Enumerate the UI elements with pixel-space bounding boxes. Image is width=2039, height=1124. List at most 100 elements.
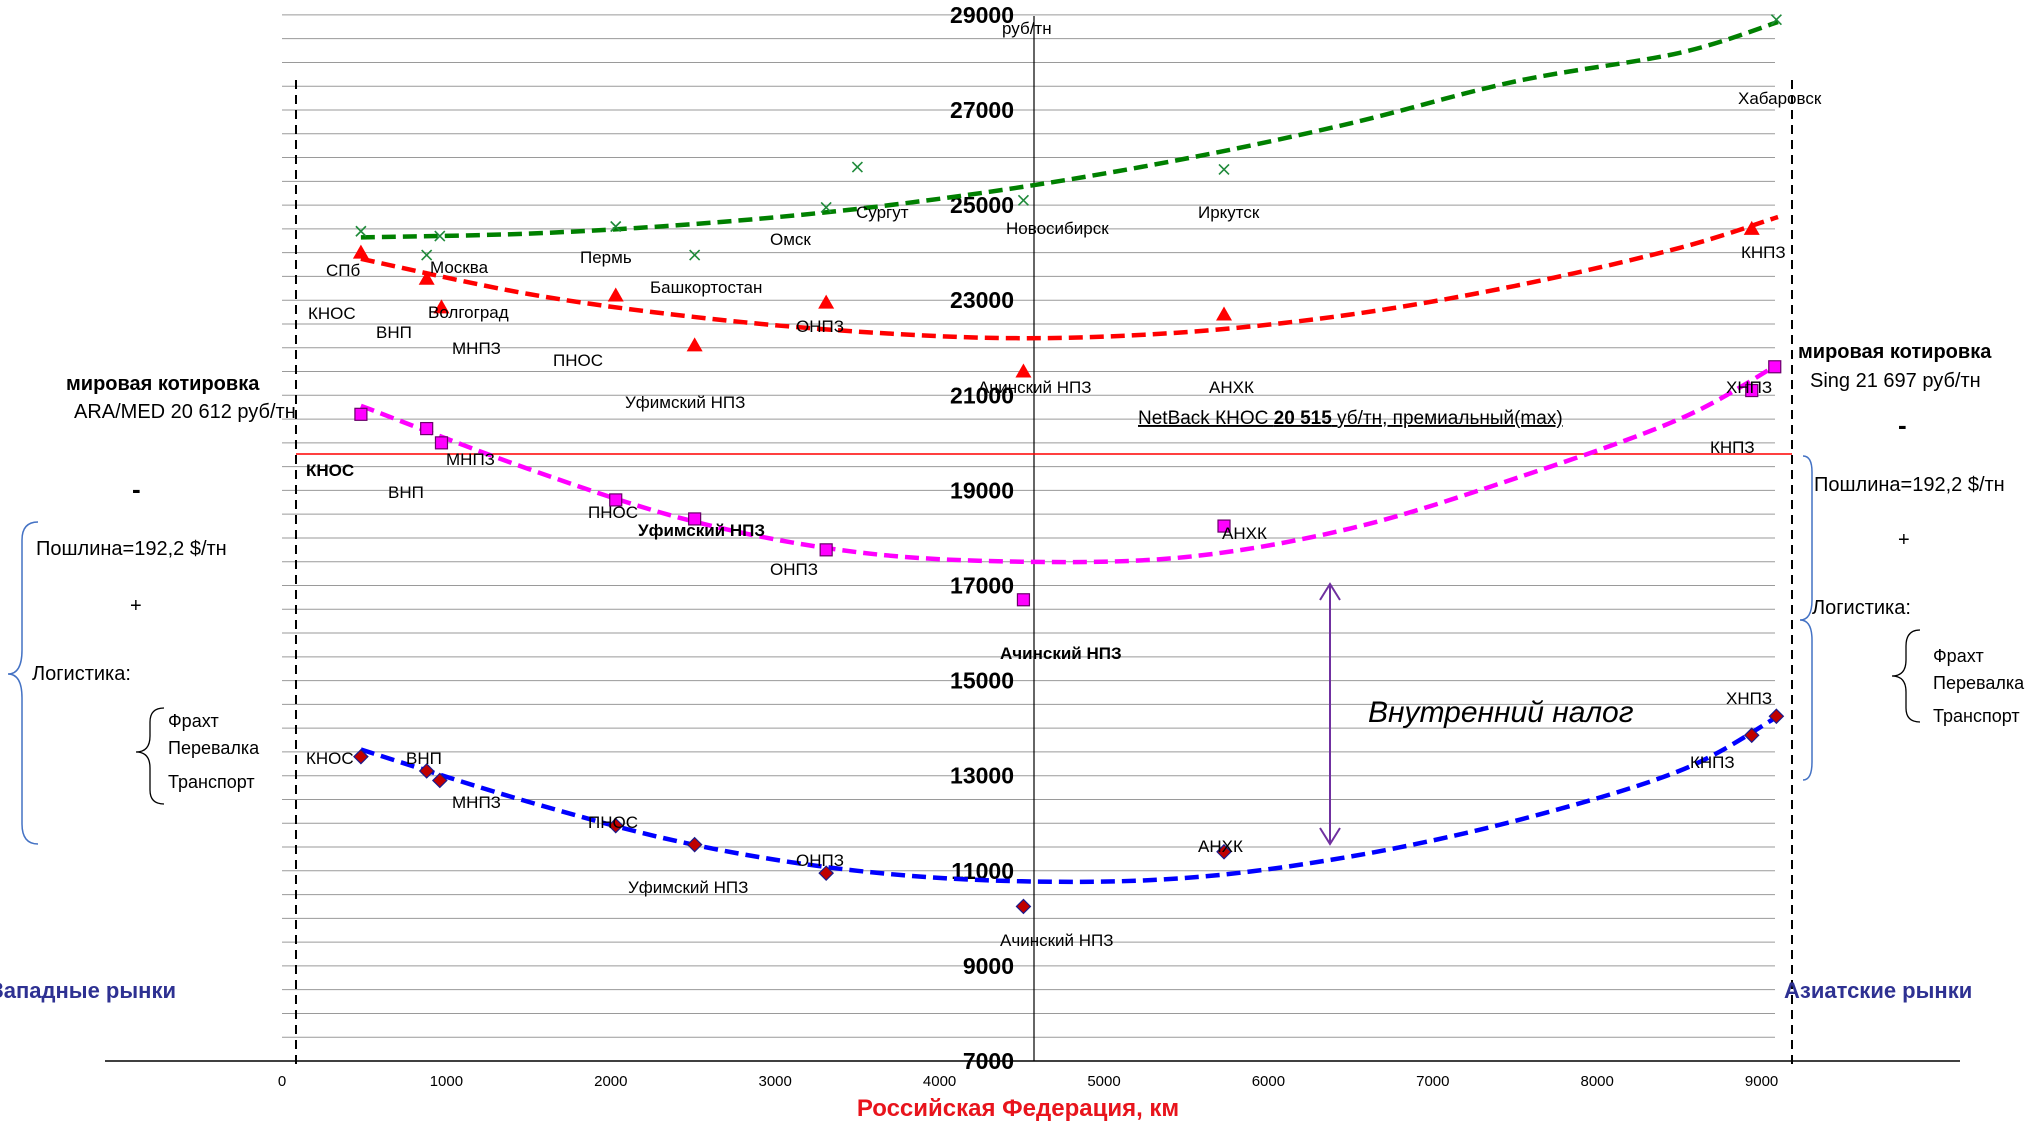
diamond-marker xyxy=(353,748,369,765)
point-label: КНПЗ xyxy=(1690,753,1735,772)
right-transport: Транспорт xyxy=(1933,706,2020,726)
y-tick-label: 17000 xyxy=(950,573,1014,599)
tax-arrow-head-top xyxy=(1319,582,1341,601)
x-marker-stroke xyxy=(1770,14,1782,26)
square-marker xyxy=(688,512,702,526)
x-marker xyxy=(1017,194,1030,206)
diamond-marker xyxy=(1015,898,1032,915)
x-tick-labels: 0 1000 2000 3000 4000 5000 6000 7000 8000 9000 xyxy=(278,1073,1778,1090)
left-transport: Транспорт xyxy=(168,772,255,792)
x-marker xyxy=(820,201,832,214)
point-label: ВНП xyxy=(406,749,442,768)
diamond-marker xyxy=(1768,708,1785,725)
point-label: АНХК xyxy=(1209,378,1254,397)
x-marker xyxy=(689,249,701,261)
left-transshipment: Перевалка xyxy=(168,738,260,758)
triangle-marker xyxy=(433,299,450,314)
left-logistics: Логистика: xyxy=(32,663,131,685)
point-label: АНХК xyxy=(1222,524,1267,543)
netback-label-value: 20 515 xyxy=(1274,408,1333,429)
right-freight: Фрахт xyxy=(1933,646,1984,666)
x-tick-label: 2000 xyxy=(594,1073,627,1090)
trend-line xyxy=(360,19,1779,240)
trend-line xyxy=(360,714,1780,885)
x-marker xyxy=(1218,163,1230,176)
y-unit-label: руб/тн xyxy=(1002,19,1052,38)
square-marker xyxy=(354,407,368,421)
point-label: Ачинский НПЗ xyxy=(1000,931,1114,950)
x-tick-label: 9000 xyxy=(1745,1073,1778,1090)
triangle-marker xyxy=(1015,363,1032,378)
east-annotation: мировая котировка Sing 21 697 руб/тн - П… xyxy=(1784,341,2025,1003)
data-markers xyxy=(352,14,1785,915)
netback-label: NetBack КНОС 20 515 уб/тн, премиальный(m… xyxy=(1138,408,1563,429)
x-tick-label: 8000 xyxy=(1581,1073,1614,1090)
point-label: КНОС xyxy=(306,461,354,480)
x-marker-stroke xyxy=(851,161,863,173)
x-marker xyxy=(355,225,367,237)
left-quote-title: мировая котировка xyxy=(66,373,260,395)
point-label: Омск xyxy=(770,230,811,249)
right-logistics: Логистика: xyxy=(1812,597,1911,619)
point-label: Москва xyxy=(430,258,489,277)
red-series-labels: КНОС ВНП Волгоград МНПЗ ПНОС ОНПЗ Уфимск… xyxy=(308,243,1786,412)
point-label: Пермь xyxy=(580,248,632,267)
x-marker xyxy=(434,230,446,242)
x-marker xyxy=(1770,14,1782,26)
x-marker xyxy=(610,220,622,233)
triangle-marker xyxy=(1743,220,1760,235)
square-marker xyxy=(1217,519,1231,533)
blue-series-labels: КНОС ВНП МНПЗ ПНОС Уфимский НПЗ ОНПЗ Ачи… xyxy=(306,689,1772,950)
right-transshipment: Перевалка xyxy=(1933,673,2025,693)
triangle-marker xyxy=(1216,306,1233,321)
right-minus: - xyxy=(1898,410,1907,440)
point-label: МНПЗ xyxy=(446,450,495,469)
x-tick-label: 5000 xyxy=(1087,1073,1120,1090)
y-tick-label: 9000 xyxy=(963,953,1014,979)
x-marker-stroke xyxy=(1017,194,1030,206)
point-label: ВНП xyxy=(376,323,412,342)
point-label: ОНПЗ xyxy=(770,560,818,579)
point-label: КНОС xyxy=(306,749,354,768)
grid-lines xyxy=(282,14,1775,1038)
right-plus: + xyxy=(1898,529,1910,551)
x-tick-label: 7000 xyxy=(1416,1073,1449,1090)
x-marker-stroke xyxy=(421,249,433,261)
point-label: Башкортостан xyxy=(650,278,762,297)
triangle-marker xyxy=(352,244,369,259)
point-label: ХНПЗ xyxy=(1726,378,1772,397)
diamond-marker xyxy=(818,865,835,882)
square-marker xyxy=(434,436,449,450)
point-label: АНХК xyxy=(1198,837,1243,856)
x-marker-stroke xyxy=(820,201,832,214)
point-label: ПНОС xyxy=(588,813,638,832)
point-label: ОНПЗ xyxy=(796,317,844,336)
point-label: Иркутск xyxy=(1198,203,1260,222)
left-minus: - xyxy=(132,474,141,504)
east-markets-label: Азиатские рынки xyxy=(1784,978,1972,1003)
square-marker xyxy=(1768,360,1782,374)
point-label: ОНПЗ xyxy=(796,851,844,870)
y-tick-label: 15000 xyxy=(950,668,1014,694)
diamond-marker xyxy=(607,817,624,834)
x-marker-stroke xyxy=(610,220,622,233)
magenta-series-labels: КНОС ВНП МНПЗ ПНОС Уфимский НПЗ ОНПЗ Ачи… xyxy=(306,378,1772,663)
x-tick-label: 0 xyxy=(278,1073,286,1090)
right-outer-brace xyxy=(1799,455,1813,781)
point-label: Хабаровск xyxy=(1738,89,1822,108)
point-label: МНПЗ xyxy=(452,339,501,358)
point-label: Ачинский НПЗ xyxy=(978,378,1092,397)
right-quote-title: мировая котировка xyxy=(1798,341,1992,363)
x-tick-label: 1000 xyxy=(430,1073,463,1090)
y-tick-label: 7000 xyxy=(963,1048,1014,1074)
x-tick-label: 3000 xyxy=(759,1073,792,1090)
point-label: Сургут xyxy=(856,203,909,222)
square-marker xyxy=(1745,383,1759,398)
x-axis-title: Российская Федерация, км xyxy=(857,1095,1179,1122)
point-label: КНПЗ xyxy=(1741,243,1786,262)
x-marker xyxy=(851,161,863,173)
square-marker xyxy=(609,493,623,507)
green-series-labels: СПб Москва Пермь Башкортостан Омск Сургу… xyxy=(326,89,1822,297)
x-marker-stroke xyxy=(434,230,446,242)
point-label: КНПЗ xyxy=(1710,438,1755,457)
